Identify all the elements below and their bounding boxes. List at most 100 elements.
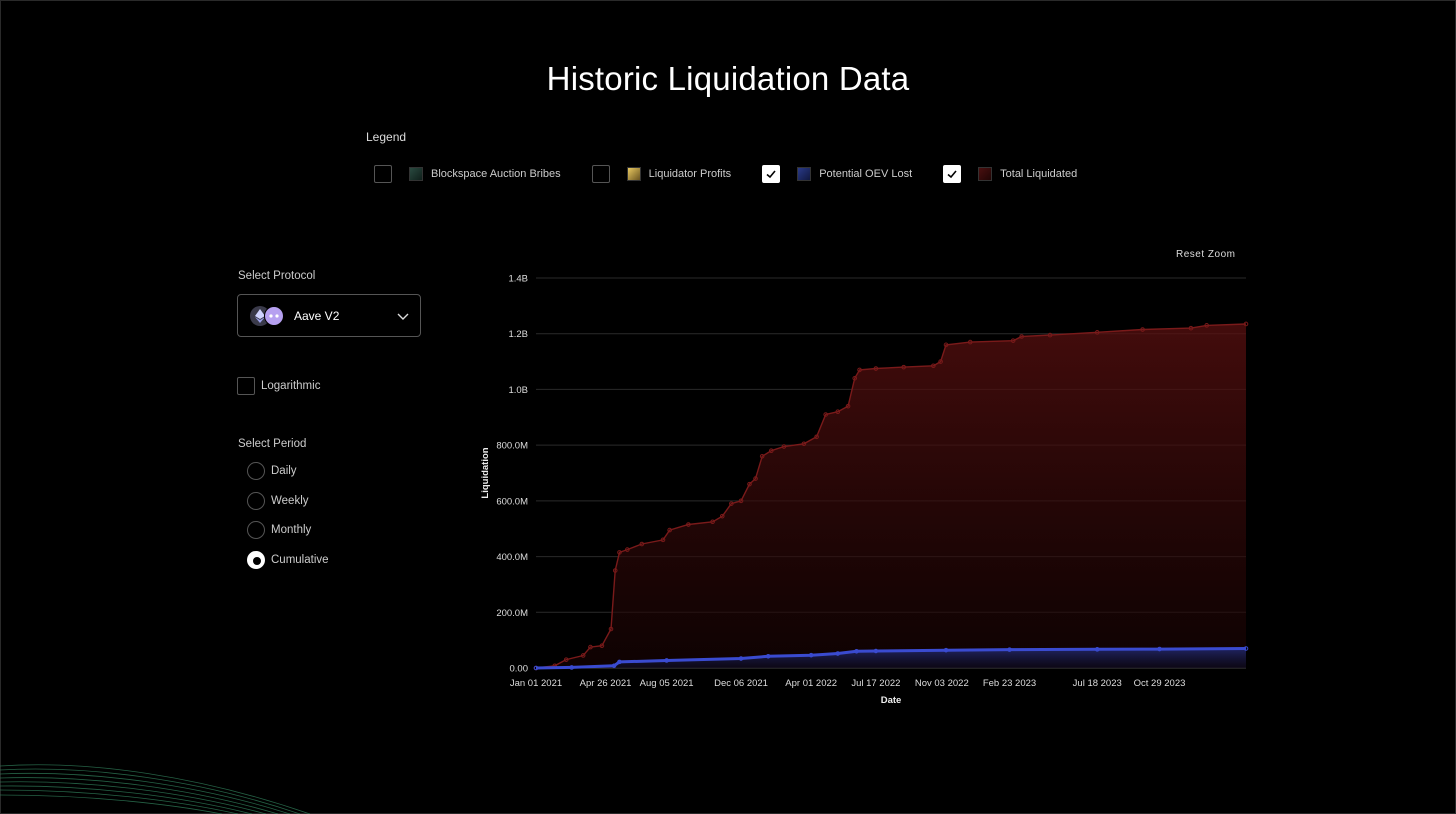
legend-title: Legend — [366, 130, 407, 144]
data-point — [854, 648, 859, 654]
data-point — [1188, 325, 1194, 331]
legend-swatch-liquidator-profits — [626, 167, 641, 181]
x-tick-label: Jul 18 2023 — [1073, 678, 1122, 689]
x-axis-label: Date — [881, 695, 902, 706]
liquidation-chart[interactable]: 0.00 200.0M 400.0M 600.0M 800.0M 1.0B 1.2B 1.4B… — [470, 262, 1260, 712]
data-point — [873, 648, 879, 654]
radio-monthly[interactable] — [247, 521, 265, 539]
series-area-total-liquidated — [536, 324, 1246, 668]
legend-checkbox-total-liquidated[interactable] — [943, 165, 962, 183]
x-tick-label: Aug 05 2021 — [640, 678, 694, 689]
legend-checkbox-liquidator-profits[interactable] — [591, 165, 610, 183]
data-point — [943, 342, 949, 348]
legend-item-total-liquidated[interactable]: Total Liquidated — [943, 165, 1077, 183]
data-point — [1010, 338, 1016, 343]
data-point — [1243, 646, 1249, 651]
data-point — [686, 522, 691, 527]
period-option-daily[interactable]: Daily — [247, 462, 297, 480]
data-point — [617, 550, 622, 555]
data-point — [759, 453, 765, 459]
legend-checkbox-blockspace[interactable] — [374, 165, 392, 183]
data-point — [747, 481, 752, 487]
radio-weekly[interactable] — [247, 492, 265, 510]
data-point — [931, 363, 936, 369]
data-point — [617, 659, 622, 665]
x-tick-label: Apr 26 2021 — [580, 678, 632, 689]
chevron-down-icon — [397, 313, 409, 320]
data-point — [563, 657, 569, 662]
data-point — [639, 541, 645, 547]
logarithmic-toggle[interactable]: Logarithmic — [237, 377, 320, 395]
legend-label: Potential OEV Lost — [819, 168, 913, 180]
data-point — [768, 448, 774, 454]
data-point — [1204, 323, 1209, 328]
y-tick-label: 200.0M — [496, 608, 528, 619]
aave-icon — [264, 305, 284, 326]
y-tick-label: 1.0B — [508, 385, 528, 396]
legend-label: Blockspace Auction Bribes — [431, 168, 561, 180]
legend-swatch-total-liquidated — [978, 167, 993, 181]
series-area-potential-oev-lost — [536, 648, 1246, 668]
data-point — [801, 441, 807, 447]
x-tick-label: Dec 06 2021 — [714, 678, 768, 689]
data-point — [1157, 646, 1162, 652]
data-point — [608, 626, 614, 632]
x-tick-label: Jul 17 2022 — [851, 678, 900, 689]
data-point — [1007, 647, 1012, 652]
data-point — [1094, 330, 1100, 335]
legend-item-liquidator-profits[interactable]: Liquidator Profits — [591, 165, 731, 183]
y-tick-label: 1.4B — [508, 274, 528, 285]
data-point — [1094, 647, 1100, 652]
data-point — [612, 568, 618, 573]
series-line-total-liquidated — [535, 323, 1247, 669]
period-option-monthly[interactable]: Monthly — [247, 521, 311, 539]
period-option-label: Cumulative — [271, 554, 329, 566]
data-point — [967, 339, 973, 345]
series-line-potential-oev-lost — [535, 647, 1247, 670]
checkmark-icon — [766, 170, 776, 179]
y-tick-label: 400.0M — [496, 552, 528, 563]
data-point — [533, 665, 539, 671]
data-point — [1140, 327, 1145, 332]
legend-item-potential-oev-lost[interactable]: Potential OEV Lost — [762, 165, 912, 183]
checkmark-icon — [947, 170, 957, 179]
data-point — [580, 653, 586, 658]
logarithmic-checkbox[interactable] — [237, 377, 255, 395]
decorative-wave — [0, 764, 311, 814]
data-point — [857, 367, 862, 373]
y-tick-label: 800.0M — [496, 441, 528, 452]
protocol-select[interactable]: Aave V2 — [237, 294, 421, 337]
legend-item-blockspace-auction-bribes[interactable]: Blockspace Auction Bribes — [374, 165, 561, 183]
period-option-label: Daily — [271, 465, 297, 477]
data-point — [611, 663, 617, 669]
reset-zoom-button[interactable]: Reset Zoom — [1176, 249, 1236, 260]
data-point — [660, 537, 666, 543]
radio-cumulative[interactable] — [247, 551, 265, 569]
data-point — [753, 476, 758, 481]
data-point — [835, 409, 841, 415]
legend-checkbox-potential-oev-lost[interactable] — [762, 165, 781, 183]
data-point — [1019, 334, 1024, 339]
x-tick-label: Nov 03 2022 — [915, 678, 969, 689]
period-option-cumulative[interactable]: Cumulative — [247, 551, 329, 569]
data-point — [938, 359, 943, 364]
data-point — [729, 501, 734, 506]
data-point — [845, 403, 851, 409]
y-tick-label: 1.2B — [508, 329, 528, 340]
data-point — [738, 656, 744, 661]
data-point — [781, 444, 787, 449]
data-point — [710, 519, 715, 525]
x-tick-label: Feb 23 2023 — [983, 678, 1036, 689]
data-point — [569, 665, 574, 670]
data-point — [852, 375, 858, 381]
legend: Blockspace Auction Bribes Liquidator Pro… — [374, 163, 1108, 185]
radio-daily[interactable] — [247, 462, 265, 480]
data-point — [823, 412, 828, 417]
data-point — [873, 366, 879, 371]
data-point — [1243, 321, 1249, 327]
data-point — [1047, 332, 1053, 338]
data-point — [667, 527, 672, 533]
period-option-weekly[interactable]: Weekly — [247, 492, 309, 510]
x-tick-label: Jan 01 2021 — [510, 678, 562, 689]
data-point — [901, 364, 907, 370]
